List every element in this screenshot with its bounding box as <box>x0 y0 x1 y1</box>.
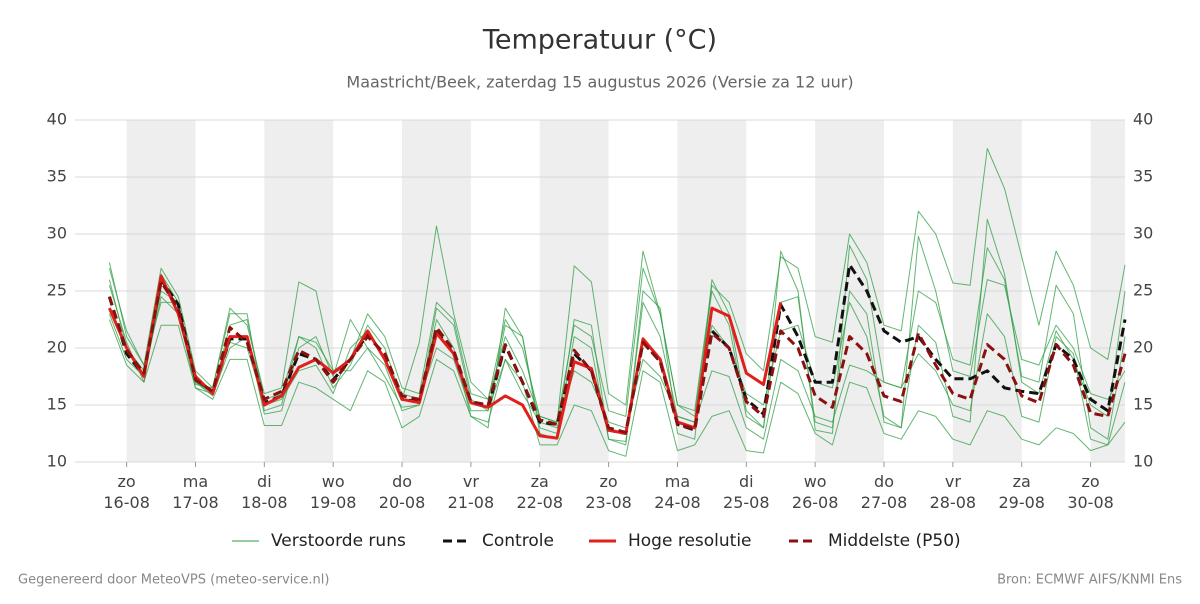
y-tick-label: 40 <box>47 110 67 129</box>
footer-left: Gegenereerd door MeteoVPS (meteo-service… <box>18 573 329 588</box>
chart-title: Temperatuur (°C) <box>482 25 717 56</box>
x-tick-label-line: 26-08 <box>792 493 839 512</box>
x-tick-label-line: do <box>392 472 412 491</box>
x-tick-label-line: 28-08 <box>930 493 977 512</box>
x-tick-label: zo 30-08 <box>1067 472 1114 512</box>
x-tick-label-line: zo <box>118 472 136 491</box>
ensemble-line <box>108 319 1126 457</box>
x-tick-label-line: 30-08 <box>1067 493 1114 512</box>
x-tick-label-line: ma <box>183 472 208 491</box>
y2-tick-label: 15 <box>1133 395 1153 414</box>
x-tick-label-line: 20-08 <box>379 493 426 512</box>
x-tick-label: di 18-08 <box>241 472 288 512</box>
y2-tick-label: 30 <box>1133 224 1153 243</box>
x-tick-label-line: do <box>874 472 894 491</box>
x-tick-label-line: di <box>257 472 272 491</box>
x-tick-label: vr 28-08 <box>930 472 977 512</box>
ensemble-line <box>108 148 1126 423</box>
y-tick-label: 30 <box>47 224 67 243</box>
x-tick-label-line: zo <box>1081 472 1099 491</box>
y-tick-label: 35 <box>47 167 67 186</box>
x-tick-label: za 22-08 <box>517 472 564 512</box>
y-tick-label: 25 <box>47 281 67 300</box>
x-tick-label-line: za <box>1013 472 1031 491</box>
x-tick-label-line: wo <box>322 472 345 491</box>
x-tick-label-line: 17-08 <box>172 493 219 512</box>
x-tick-label: za 29-08 <box>998 472 1045 512</box>
ensemble-line <box>108 244 1126 446</box>
x-tick-label: ma 17-08 <box>172 472 219 512</box>
x-tick-label-line: wo <box>804 472 827 491</box>
legend-label: Hoge resolutie <box>628 531 752 551</box>
x-tick-label-line: zo <box>600 472 618 491</box>
x-tick-label: wo 26-08 <box>792 472 839 512</box>
x-tick-label: zo 23-08 <box>585 472 632 512</box>
x-tick-label-line: 25-08 <box>723 493 770 512</box>
x-tick-label: do 27-08 <box>861 472 908 512</box>
x-tick-label-line: 18-08 <box>241 493 288 512</box>
x-tick-label-line: za <box>531 472 549 491</box>
ensemble-line <box>108 218 1126 429</box>
x-tick-label-line: 16-08 <box>103 493 150 512</box>
x-tick-label-line: 23-08 <box>585 493 632 512</box>
x-tick-label-line: vr <box>463 472 479 491</box>
legend-label: Controle <box>482 531 554 551</box>
y2-tick-label: 20 <box>1133 338 1153 357</box>
legend-label: Middelste (P50) <box>828 531 961 551</box>
x-tick-label-line: 21-08 <box>448 493 495 512</box>
x-tick-label: vr 21-08 <box>448 472 495 512</box>
x-tick-label-line: ma <box>665 472 690 491</box>
ensemble-line <box>108 296 1126 446</box>
x-tick-label-line: 19-08 <box>310 493 357 512</box>
series-line <box>107 280 1127 434</box>
x-tick-label-line: 29-08 <box>998 493 1045 512</box>
x-tick-label: zo 16-08 <box>103 472 150 512</box>
footer-right: Bron: ECMWF AIFS/KNMI Ens <box>997 573 1182 588</box>
y-tick-label: 10 <box>47 452 67 471</box>
x-tick-label: ma 24-08 <box>654 472 701 512</box>
x-tick-label-line: vr <box>945 472 961 491</box>
x-tick-label: di 25-08 <box>723 472 770 512</box>
y-tick-label: 20 <box>47 338 67 357</box>
x-tick-label: do 20-08 <box>379 472 426 512</box>
x-tick-label-line: 24-08 <box>654 493 701 512</box>
ensemble-line <box>108 235 1126 442</box>
y2-tick-label: 25 <box>1133 281 1153 300</box>
y-tick-label: 15 <box>47 395 67 414</box>
y2-tick-label: 35 <box>1133 167 1153 186</box>
x-tick-label-line: 27-08 <box>861 493 908 512</box>
chart-subtitle: Maastricht/Beek, zaterdag 15 augustus 20… <box>346 73 853 92</box>
legend-label: Verstoorde runs <box>271 531 406 551</box>
x-tick-label-line: 22-08 <box>517 493 564 512</box>
y2-tick-label: 10 <box>1133 452 1153 471</box>
x-tick-label: wo 19-08 <box>310 472 357 512</box>
x-tick-label-line: di <box>739 472 754 491</box>
y2-tick-label: 40 <box>1133 110 1153 129</box>
